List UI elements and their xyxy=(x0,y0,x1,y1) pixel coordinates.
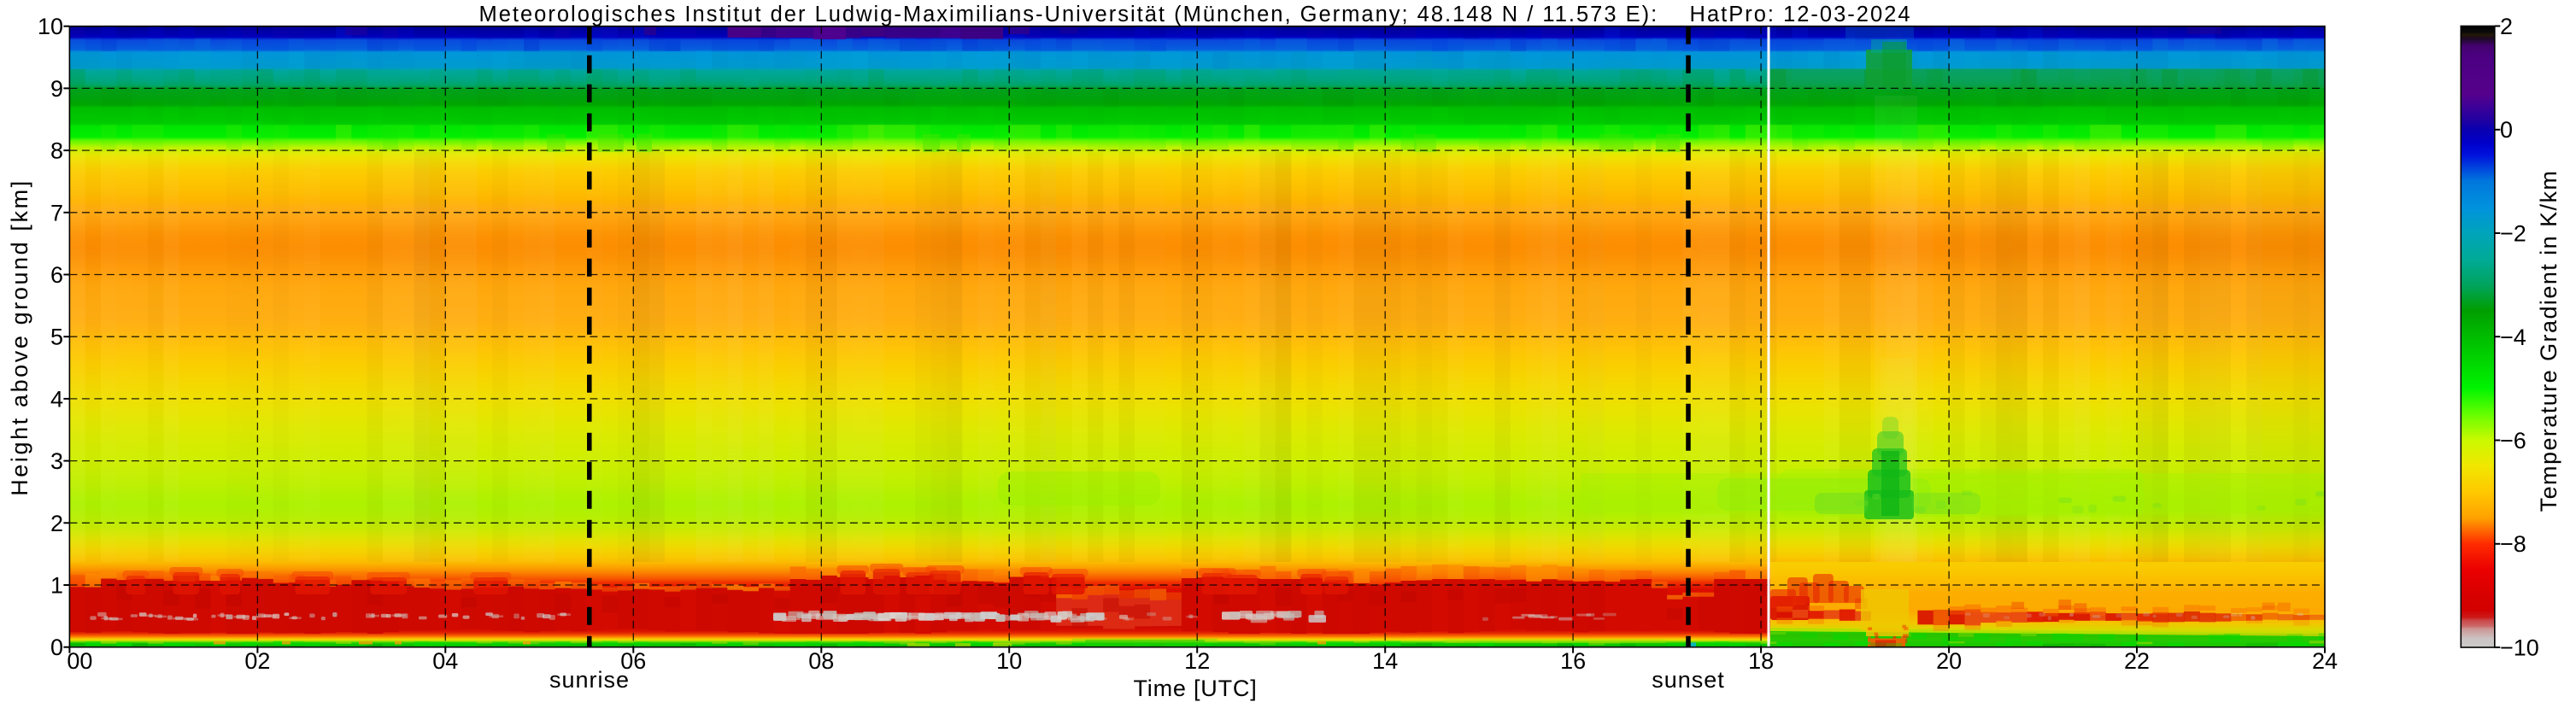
svg-text:Time [UTC]: Time [UTC] xyxy=(1134,676,1258,701)
svg-text:Meteorologisches Institut der: Meteorologisches Institut der Ludwig-Max… xyxy=(478,3,1911,26)
svg-text:−2: −2 xyxy=(2500,221,2526,247)
svg-text:sunset: sunset xyxy=(1652,667,1725,693)
svg-text:14: 14 xyxy=(1372,648,1398,674)
svg-text:−4: −4 xyxy=(2500,325,2526,350)
svg-text:10: 10 xyxy=(996,648,1022,674)
svg-text:10: 10 xyxy=(38,14,63,39)
svg-text:6: 6 xyxy=(50,262,63,288)
svg-text:1: 1 xyxy=(50,573,63,599)
svg-text:0: 0 xyxy=(2500,117,2513,143)
svg-text:12: 12 xyxy=(1184,648,1210,674)
svg-text:5: 5 xyxy=(50,325,63,350)
svg-text:02: 02 xyxy=(244,648,270,674)
svg-text:16: 16 xyxy=(1560,648,1586,674)
svg-text:0: 0 xyxy=(50,635,63,660)
svg-text:Temperature Gradient in K/km: Temperature Gradient in K/km xyxy=(2536,170,2561,512)
svg-text:22: 22 xyxy=(2124,648,2150,674)
svg-text:7: 7 xyxy=(50,200,63,225)
svg-text:00: 00 xyxy=(67,648,92,674)
svg-text:−10: −10 xyxy=(2500,635,2539,661)
svg-text:−6: −6 xyxy=(2500,428,2526,453)
svg-text:−8: −8 xyxy=(2500,531,2526,557)
svg-text:9: 9 xyxy=(50,76,63,102)
svg-text:4: 4 xyxy=(50,386,63,412)
svg-text:sunrise: sunrise xyxy=(549,667,630,693)
svg-text:3: 3 xyxy=(50,448,63,474)
svg-text:24: 24 xyxy=(2312,648,2338,674)
svg-text:08: 08 xyxy=(808,648,834,674)
svg-text:2: 2 xyxy=(50,511,63,536)
svg-text:04: 04 xyxy=(432,648,458,674)
svg-text:2: 2 xyxy=(2500,14,2513,39)
svg-text:20: 20 xyxy=(1936,648,1962,674)
svg-text:06: 06 xyxy=(620,648,646,674)
svg-text:Height above ground [km]: Height above ground [km] xyxy=(7,178,32,496)
svg-text:8: 8 xyxy=(50,138,63,164)
svg-text:18: 18 xyxy=(1748,648,1774,674)
